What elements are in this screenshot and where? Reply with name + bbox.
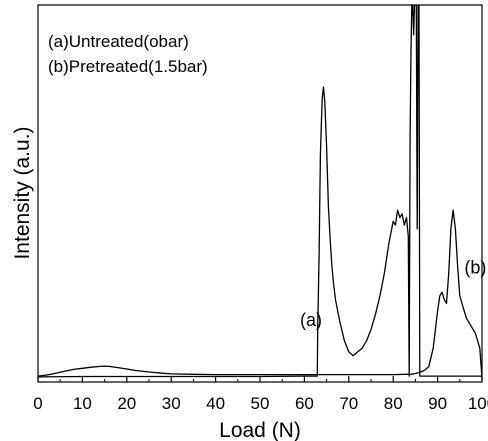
x-tick-label: 40: [206, 394, 225, 413]
series-layer: [37, 4, 483, 379]
x-tick-label: 10: [73, 394, 92, 413]
legend-entry-a: (a)Untreated(obar): [48, 32, 189, 51]
x-tick-label: 0: [33, 394, 42, 413]
series-line-b: [37, 209, 483, 379]
x-tick-label: 100: [468, 394, 488, 413]
x-tick-label: 80: [384, 394, 403, 413]
legend-entry-b: (b)Pretreated(1.5bar): [48, 57, 208, 76]
annotation-b: (b): [464, 258, 486, 278]
x-tick-label: 90: [428, 394, 447, 413]
y-axis-label: Intensity (a.u.): [11, 126, 34, 259]
annotation-a: (a): [300, 310, 322, 330]
x-tick-label: 60: [295, 394, 314, 413]
x-tick-label: 20: [117, 394, 136, 413]
x-tick-label: 50: [251, 394, 270, 413]
ticks-layer: 0 10 20 30 40 50 60 70 80 90 100: [33, 376, 488, 413]
x-tick-label: 70: [339, 394, 358, 413]
x-tick-label: 30: [162, 394, 181, 413]
series-line-a: [37, 4, 482, 378]
x-axis-label: Load (N): [219, 419, 301, 441]
